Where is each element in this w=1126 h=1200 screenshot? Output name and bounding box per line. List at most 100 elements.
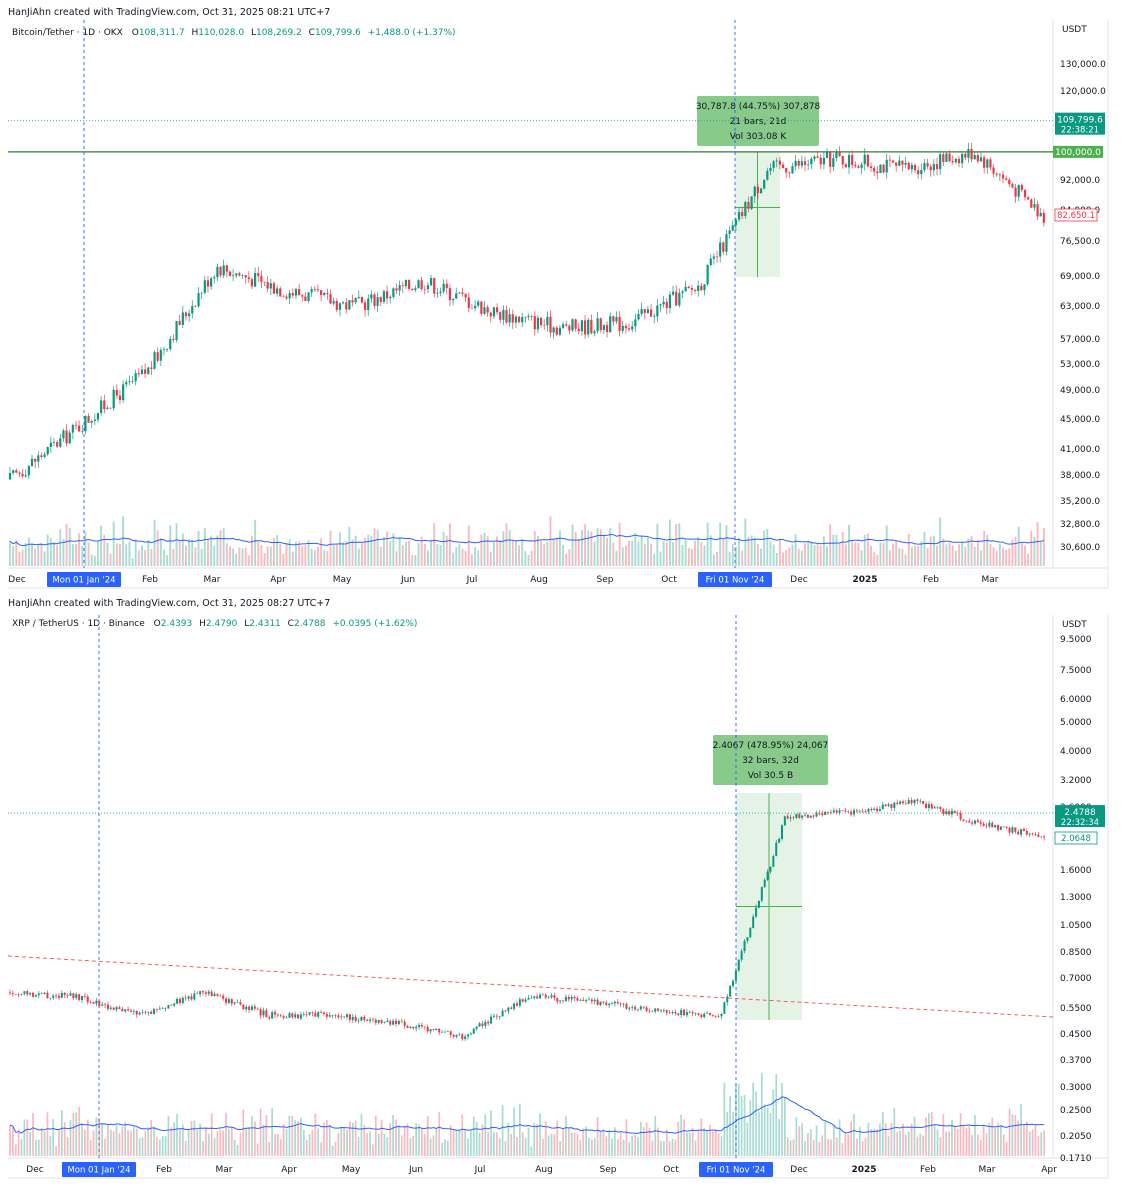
candle-body (749, 927, 752, 938)
candle-body (719, 242, 722, 257)
symbol-name[interactable]: Bitcoin/Tether · 1D · OKX (12, 28, 123, 38)
volume-bar (109, 553, 112, 566)
candle-body (976, 820, 979, 823)
volume-bar (576, 1133, 579, 1156)
chart-credit: HanJiAhn created with TradingView.com, O… (8, 7, 331, 18)
candle-body (184, 997, 187, 999)
candle-body (803, 161, 807, 165)
volume-bar (829, 524, 832, 566)
candle-body (816, 156, 819, 158)
candle-body (169, 338, 172, 350)
candle-body (521, 999, 524, 1002)
candle-body (161, 1008, 164, 1009)
volume-bar (138, 1138, 141, 1156)
volume-bar (684, 539, 687, 566)
candle-body (429, 278, 433, 286)
candle-body (756, 186, 759, 194)
volume-bar (514, 540, 517, 566)
candle-body (668, 294, 672, 308)
symbol-name[interactable]: XRP / TetherUS · 1D · Binance (12, 619, 145, 629)
volume-bar (646, 537, 649, 566)
level-price-tag (1053, 145, 1103, 158)
candle-body (734, 970, 737, 981)
candle-body (56, 442, 59, 447)
volume-bar (49, 1135, 52, 1156)
volume-bar (826, 546, 828, 566)
candle-body (420, 1025, 423, 1027)
volume-bar (816, 544, 819, 566)
volume-bar (141, 545, 143, 566)
volume-bar (763, 530, 766, 566)
time-axis-label: Apr (281, 1165, 297, 1175)
candle-body (671, 1012, 674, 1013)
volume-bar (21, 549, 24, 566)
close-value: 2.4788 (293, 619, 326, 629)
volume-bar (979, 1140, 982, 1156)
volume-bar (307, 540, 310, 566)
volume-bar (233, 1140, 236, 1156)
volume-bar (788, 547, 791, 566)
candle-body (687, 286, 690, 289)
volume-bar (464, 1129, 466, 1156)
candle-body (861, 810, 864, 812)
volume-bar (631, 1135, 634, 1156)
volume-bar (1000, 1125, 1002, 1156)
candle-body (999, 826, 1002, 830)
candle-body (24, 475, 27, 477)
volume-bar (709, 1124, 711, 1156)
volume-bar (9, 541, 11, 566)
volume-bar (63, 1122, 66, 1156)
candle-body (477, 301, 480, 306)
price-tick-label: 0.1710 (1060, 1154, 1092, 1164)
volume-bar (320, 538, 323, 566)
volume-bar (609, 527, 612, 566)
volume-bar (766, 1107, 769, 1156)
candle-body (587, 319, 590, 335)
volume-bar (34, 548, 37, 566)
volume-bar (101, 1123, 104, 1156)
candle-body (93, 419, 96, 422)
candle-body (835, 810, 838, 813)
candle-body (87, 415, 90, 423)
candle-body (649, 309, 653, 317)
volume-bar (150, 548, 153, 566)
candle-body (711, 1015, 714, 1017)
volume-bar (818, 1142, 821, 1156)
volume-bar (577, 539, 580, 566)
candle-body (213, 993, 216, 997)
volume-bar (150, 1120, 153, 1156)
candle-body (700, 1014, 703, 1018)
candle-body (345, 302, 348, 310)
btc-chart-svg[interactable]: USDT130,000.0120,000.092,000.084,000.076… (0, 0, 1126, 595)
volume-bar (135, 1128, 138, 1156)
candle-body (360, 1016, 363, 1021)
volume-bar (870, 1129, 873, 1156)
volume-bar (499, 539, 502, 566)
candle-body (442, 283, 445, 292)
volume-bar (392, 1115, 394, 1156)
volume-bar (52, 1119, 55, 1156)
candle-body (668, 1012, 671, 1014)
candle-body (932, 164, 935, 171)
volume-bar (870, 546, 872, 566)
volume-bar (49, 538, 52, 566)
price-tick-label: 1.0500 (1060, 921, 1092, 931)
volume-bar (461, 1114, 464, 1156)
volume-bar (750, 535, 753, 566)
candle-body (403, 1021, 406, 1026)
candle-body (608, 1003, 611, 1006)
candle-body (495, 1015, 498, 1017)
volume-bar (567, 1128, 570, 1156)
currency-label: USDT (1062, 620, 1087, 630)
candle-body (197, 293, 200, 307)
volume-bar (832, 1126, 835, 1156)
volume-bar (827, 1138, 829, 1156)
volume-bar (147, 540, 150, 566)
volume-bar (225, 543, 228, 566)
candle-body (907, 162, 910, 170)
xrp-chart-svg[interactable]: USDT9.50007.50006.00005.00004.00003.2000… (0, 595, 1126, 1190)
volume-bar (238, 547, 241, 566)
candle-body (320, 290, 323, 296)
candle-body (164, 1008, 167, 1009)
candle-body (565, 324, 568, 326)
